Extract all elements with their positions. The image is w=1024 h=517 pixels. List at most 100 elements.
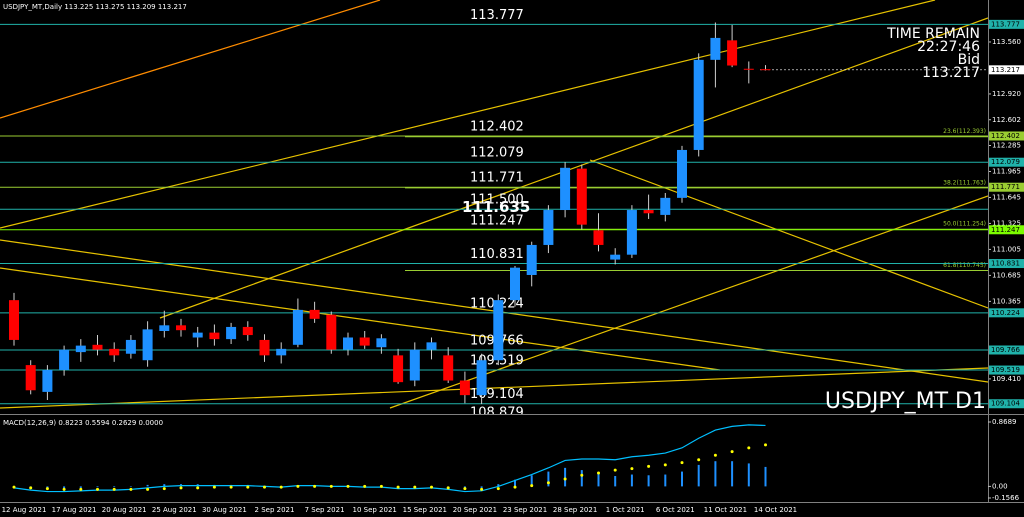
level-axis-label: 109.519 <box>991 366 1020 374</box>
macd-bar <box>547 471 550 487</box>
signal-dot <box>29 486 33 490</box>
fib-label: 23.6(112.393) <box>943 128 986 135</box>
signal-dot <box>313 484 317 488</box>
macd-bar <box>747 463 750 487</box>
x-tick-label: 10 Sep 2021 <box>353 506 397 514</box>
level-label: 111.771 <box>470 171 524 186</box>
level-label: 108.879 <box>470 406 524 421</box>
candle-body <box>176 325 186 331</box>
level-axis-label: 110.224 <box>991 309 1020 317</box>
candle-body <box>125 339 136 354</box>
candle-body <box>459 380 470 396</box>
level-axis-label: 109.104 <box>991 400 1020 408</box>
y-tick-label: 0.8689 <box>992 418 1017 426</box>
y-tick-label: 109.410 <box>992 375 1021 383</box>
level-axis-box <box>989 308 1024 318</box>
symbol-label: USDJPY_MT D1 <box>825 389 986 414</box>
signal-dot <box>680 461 684 465</box>
level-axis-box <box>989 157 1024 167</box>
signal-dot <box>463 487 467 491</box>
signal-dot <box>196 486 200 490</box>
bid-value: 113.217 <box>922 65 980 81</box>
layer: 113.560 112.920 112.602 112.285 111.965 111.6… <box>760 19 1024 409</box>
x-tick-label: 11 Oct 2021 <box>704 506 747 514</box>
candle-body <box>476 360 487 396</box>
candle-body <box>409 349 420 381</box>
level-axis-box <box>989 365 1024 375</box>
level-axis-label: 111.771 <box>991 183 1020 191</box>
candle-body <box>576 168 587 225</box>
candle-body <box>693 59 704 150</box>
signal-dot <box>62 487 66 491</box>
y-tick-label: -0.1566 <box>992 494 1020 502</box>
signal-dot <box>480 487 484 491</box>
candle-body <box>760 69 771 71</box>
macd-bar <box>96 486 99 488</box>
macd-bar <box>597 472 600 487</box>
level-label: 112.079 <box>470 146 524 161</box>
candle-body <box>593 230 604 245</box>
signal-dot <box>12 485 16 489</box>
layer <box>12 424 767 493</box>
y-tick-label: 111.965 <box>992 167 1021 175</box>
macd-bar <box>647 475 650 487</box>
candle-body <box>343 337 353 350</box>
signal-dot <box>363 484 367 488</box>
signal-dot <box>296 484 300 488</box>
trendline <box>0 0 381 119</box>
candle-body <box>677 149 687 198</box>
candle-body <box>226 326 237 340</box>
x-tick-label: 14 Oct 2021 <box>754 506 797 514</box>
macd-line <box>13 424 766 493</box>
trendline <box>589 159 988 309</box>
signal-dot <box>647 464 651 468</box>
x-tick-label: 1 Oct 2021 <box>606 506 645 514</box>
x-tick-label: 28 Sep 2021 <box>553 506 597 514</box>
x-tick-label: 15 Sep 2021 <box>403 506 447 514</box>
signal-dot <box>45 487 49 491</box>
signal-dot <box>279 485 283 489</box>
candle-body <box>59 349 70 370</box>
signal-dot <box>263 485 266 489</box>
macd-bar <box>564 467 567 487</box>
x-tick-label: 20 Sep 2021 <box>453 506 497 514</box>
candle-body <box>710 37 721 60</box>
signal-dot <box>162 487 166 491</box>
level-axis-box <box>989 399 1024 409</box>
x-tick-label: 12 Aug 2021 <box>2 506 47 514</box>
signal-dot <box>446 486 450 490</box>
y-tick-label: 112.285 <box>992 141 1021 149</box>
candle-body <box>159 325 170 332</box>
signal-dot <box>129 487 133 491</box>
level-label: 111.247 <box>470 213 524 228</box>
candle-body <box>25 365 36 391</box>
y-tick-label: 113.560 <box>992 38 1021 46</box>
level-label: 112.402 <box>470 119 524 134</box>
x-tick-label: 7 Sep 2021 <box>305 506 345 514</box>
macd-bar <box>113 486 116 488</box>
macd-bar <box>480 486 483 488</box>
signal-dot <box>229 485 233 489</box>
level-axis-box <box>989 182 1024 192</box>
level-axis-label: 112.079 <box>991 158 1020 166</box>
level-axis-label: 111.247 <box>991 226 1020 234</box>
y-tick-label: 111.325 <box>992 219 1021 227</box>
signal-dot <box>430 485 433 489</box>
y-tick-label: 111.645 <box>992 193 1021 201</box>
macd-bar <box>497 484 500 487</box>
candle-body <box>743 68 754 70</box>
macd-bar <box>79 486 82 488</box>
bid-axis-box <box>989 65 1024 75</box>
layer: 23.6(112.393) 38.2(111.763) 50.0(111.254) 6… <box>0 8 988 421</box>
signal-dot <box>396 485 400 489</box>
candle-body <box>359 337 370 346</box>
macd-bar <box>129 486 132 487</box>
candle-body <box>443 355 454 381</box>
signal-dot <box>79 487 83 491</box>
chart-title: USDJPY_MT,Daily 113.225 113.275 113.209 … <box>3 3 187 11</box>
level-axis-box <box>989 259 1024 269</box>
signal-dot <box>413 485 417 489</box>
trendline <box>389 195 988 409</box>
x-tick-label: 25 Aug 2021 <box>152 506 197 514</box>
macd-bar <box>614 476 617 487</box>
